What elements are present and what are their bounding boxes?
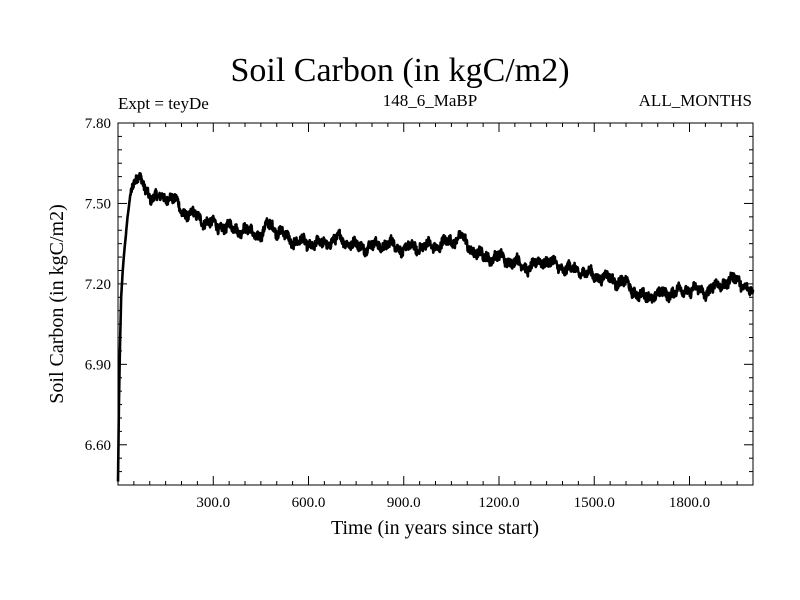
x-tick-label: 900.0 <box>387 495 421 511</box>
y-axis-label: Soil Carbon (in kgC/m2) <box>46 204 68 403</box>
y-tick-label: 6.60 <box>85 438 111 454</box>
experiment-label: Expt = teyDe <box>118 94 209 113</box>
y-tick-label: 6.90 <box>85 357 111 373</box>
period-label: 148_6_MaBP <box>382 91 478 110</box>
x-tick-label: 1200.0 <box>478 495 519 511</box>
x-tick-label: 600.0 <box>292 495 326 511</box>
x-tick-label: 300.0 <box>196 495 230 511</box>
months-label: ALL_MONTHS <box>638 91 752 110</box>
x-axis-label: Time (in years since start) <box>331 517 539 539</box>
plot-frame <box>117 122 754 486</box>
series-line-soil-carbon <box>116 172 755 482</box>
y-tick-label: 7.20 <box>85 277 111 293</box>
y-tick-label: 7.50 <box>85 196 111 212</box>
y-tick-label: 7.80 <box>85 116 111 132</box>
chart-title: Soil Carbon (in kgC/m2) <box>230 52 570 89</box>
x-tick-label: 1800.0 <box>669 495 710 511</box>
x-tick-label: 1500.0 <box>574 495 615 511</box>
